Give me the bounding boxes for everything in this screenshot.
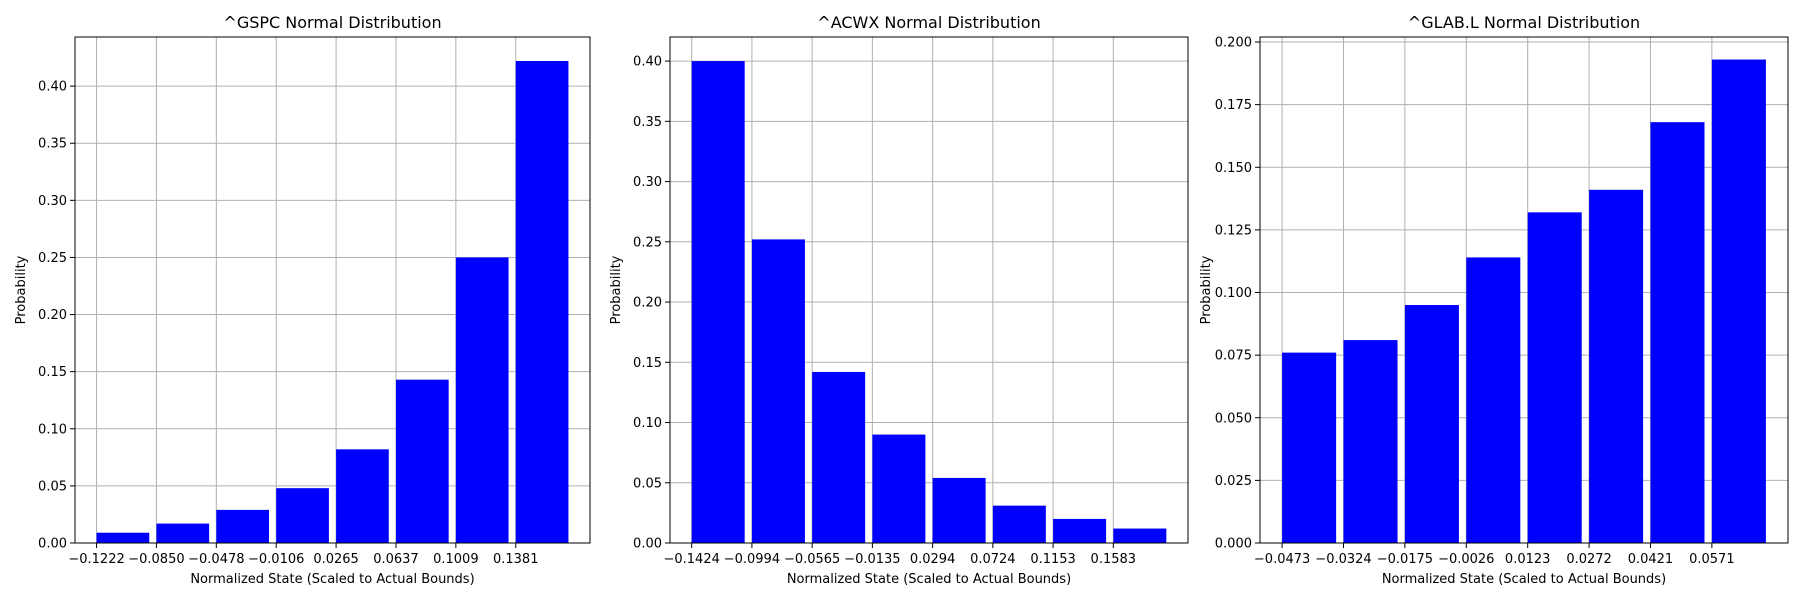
x-tick-label: −0.0565 [784, 552, 840, 567]
y-tick-label: 0.10 [38, 422, 67, 437]
bar [1527, 212, 1582, 543]
bar [1053, 518, 1107, 543]
y-tick-label: 0.05 [633, 476, 662, 491]
x-tick-label: 0.0123 [1505, 552, 1551, 567]
x-tick-label: −0.0478 [188, 552, 244, 567]
y-tick-label: 0.200 [1215, 36, 1252, 51]
x-tick-label: 0.1583 [1091, 552, 1137, 567]
y-tick-label: 0.125 [1215, 223, 1252, 238]
bar [992, 505, 1046, 543]
y-tick-label: 0.175 [1215, 98, 1252, 113]
x-tick-label: 0.0571 [1689, 552, 1735, 567]
bar [455, 257, 509, 543]
bar [812, 371, 866, 543]
y-tick-label: 0.40 [38, 80, 67, 95]
bar [932, 477, 986, 543]
x-tick-label: −0.0026 [1438, 552, 1494, 567]
y-tick-label: 0.25 [38, 251, 67, 266]
y-tick-label: 0.20 [38, 308, 67, 323]
bar [691, 61, 745, 543]
x-tick-label: −0.0994 [724, 552, 780, 567]
x-tick-label: −0.0473 [1254, 552, 1310, 567]
bar [1589, 189, 1644, 543]
x-tick-label: 0.1381 [493, 552, 539, 567]
bar [751, 239, 805, 543]
bar [1282, 352, 1337, 543]
x-tick-label: 0.0637 [373, 552, 419, 567]
y-axis-label: Probability [14, 255, 29, 324]
x-tick-label: −0.1222 [68, 552, 124, 567]
bar [1711, 59, 1766, 543]
y-tick-label: 0.00 [633, 537, 662, 552]
bar [395, 379, 449, 543]
y-tick-label: 0.15 [633, 356, 662, 371]
y-tick-label: 0.025 [1215, 474, 1252, 489]
y-tick-label: 0.15 [38, 365, 67, 380]
chart-panel-1: 0.00 0.05 0.10 0.15 0.20 0.25 0.30 0.35 0.40 −0.1… [14, 13, 591, 587]
axes-frame [1259, 36, 1789, 544]
y-tick-label: 0.35 [633, 115, 662, 130]
bar [1466, 257, 1521, 543]
y-axis-label: Probability [1199, 255, 1214, 324]
y-tick-label: 0.150 [1215, 161, 1252, 176]
bar [1650, 122, 1705, 543]
y-tick-label: 0.35 [38, 137, 67, 152]
axes-frame [669, 36, 1189, 544]
x-tick-label: −0.0106 [248, 552, 304, 567]
bar [1404, 305, 1459, 543]
x-axis-label: Normalized State (Scaled to Actual Bound… [190, 572, 474, 587]
y-tick-label: 0.30 [38, 194, 67, 209]
x-tick-label: −0.0324 [1315, 552, 1371, 567]
x-tick-label: 0.0421 [1628, 552, 1674, 567]
chart-title: ^GSPC Normal Distribution [223, 13, 441, 32]
x-tick-label: 0.1153 [1030, 552, 1076, 567]
chart-panel-3: 0.000 0.025 0.050 0.075 0.100 0.125 0.150 0.175… [1199, 13, 1789, 587]
x-tick-label: −0.0850 [128, 552, 184, 567]
y-tick-label: 0.100 [1215, 286, 1252, 301]
axes-frame [74, 36, 591, 544]
chart-panel-2: 0.00 0.05 0.10 0.15 0.20 0.25 0.30 0.35 0.40 −0.1… [609, 13, 1189, 587]
bar [1343, 340, 1398, 543]
x-axis-label: Normalized State (Scaled to Actual Bound… [787, 572, 1071, 587]
x-tick-label: 0.1009 [433, 552, 479, 567]
x-tick-label: −0.0135 [844, 552, 900, 567]
bar [872, 434, 926, 543]
y-tick-label: 0.000 [1215, 537, 1252, 552]
y-tick-label: 0.30 [633, 175, 662, 190]
y-tick-label: 0.40 [633, 55, 662, 70]
bar [336, 449, 389, 543]
y-tick-label: 0.075 [1215, 349, 1252, 364]
y-tick-label: 0.10 [633, 416, 662, 431]
bar [96, 532, 150, 543]
y-tick-label: 0.050 [1215, 411, 1252, 426]
x-tick-label: 0.0265 [313, 552, 359, 567]
chart-title: ^GLAB.L Normal Distribution [1408, 13, 1640, 32]
bar [156, 523, 210, 543]
x-axis-label: Normalized State (Scaled to Actual Bound… [1382, 572, 1666, 587]
bar [1113, 528, 1167, 543]
x-tick-label: −0.0175 [1377, 552, 1433, 567]
y-axis-label: Probability [609, 255, 624, 324]
x-tick-label: −0.1424 [663, 552, 719, 567]
bar [216, 509, 270, 543]
bar [515, 60, 569, 544]
y-tick-label: 0.20 [633, 296, 662, 311]
x-tick-label: 0.0272 [1566, 552, 1612, 567]
y-tick-label: 0.00 [38, 537, 67, 552]
y-tick-label: 0.05 [38, 479, 67, 494]
x-tick-label: 0.0724 [970, 552, 1016, 567]
bar [276, 488, 329, 543]
x-tick-label: 0.0294 [910, 552, 956, 567]
y-tick-label: 0.25 [633, 235, 662, 250]
chart-title: ^ACWX Normal Distribution [817, 13, 1040, 32]
